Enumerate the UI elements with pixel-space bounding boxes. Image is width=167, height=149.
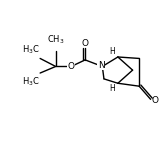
Text: H: H [109,47,115,56]
Text: H$_3$C: H$_3$C [22,75,39,88]
Text: O: O [68,62,75,71]
Text: H: H [109,84,115,93]
Text: CH$_3$: CH$_3$ [47,33,64,46]
Text: O: O [151,96,158,105]
Text: O: O [82,39,89,48]
Text: H$_3$C: H$_3$C [22,44,39,56]
Text: N: N [98,61,104,70]
